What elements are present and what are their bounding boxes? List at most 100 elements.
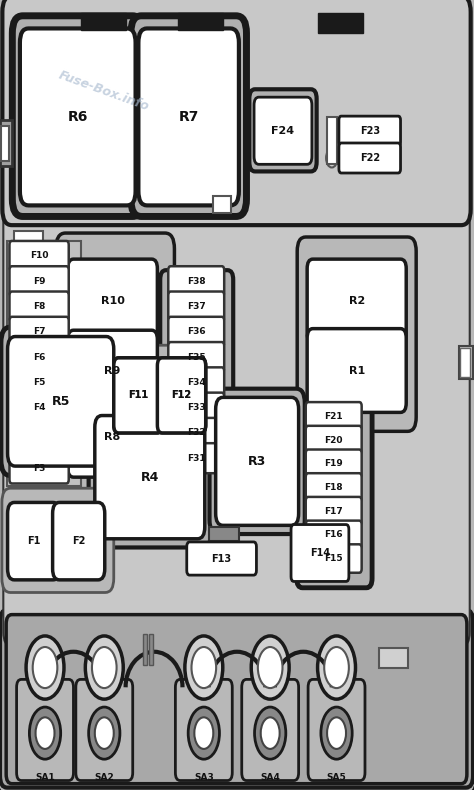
- Circle shape: [251, 636, 289, 699]
- FancyBboxPatch shape: [3, 0, 470, 646]
- Circle shape: [194, 717, 213, 749]
- Text: F20: F20: [324, 435, 343, 445]
- Circle shape: [188, 707, 219, 759]
- FancyBboxPatch shape: [114, 358, 162, 433]
- Text: R5: R5: [52, 395, 70, 408]
- FancyBboxPatch shape: [68, 330, 157, 411]
- Text: F12: F12: [172, 390, 191, 401]
- FancyBboxPatch shape: [9, 342, 69, 372]
- Bar: [149, 634, 153, 665]
- FancyBboxPatch shape: [306, 402, 362, 431]
- Circle shape: [33, 647, 57, 688]
- Text: R6: R6: [68, 110, 88, 124]
- Text: F37: F37: [187, 302, 206, 311]
- FancyBboxPatch shape: [12, 16, 143, 216]
- Circle shape: [185, 636, 223, 699]
- Text: R1: R1: [348, 366, 365, 375]
- Circle shape: [36, 717, 55, 749]
- FancyBboxPatch shape: [297, 403, 372, 588]
- Circle shape: [261, 717, 280, 749]
- Text: F6: F6: [33, 352, 46, 362]
- FancyBboxPatch shape: [254, 97, 312, 164]
- FancyBboxPatch shape: [12, 624, 461, 778]
- Bar: [327, 117, 337, 164]
- Circle shape: [92, 647, 117, 688]
- FancyBboxPatch shape: [89, 407, 211, 547]
- Text: SA2: SA2: [94, 773, 114, 781]
- Bar: [7, 241, 81, 486]
- Text: F17: F17: [324, 506, 343, 516]
- Text: F34: F34: [187, 378, 206, 387]
- FancyBboxPatch shape: [168, 393, 224, 423]
- FancyBboxPatch shape: [9, 241, 69, 271]
- FancyBboxPatch shape: [210, 389, 305, 534]
- Text: F24: F24: [272, 126, 294, 136]
- Text: F4: F4: [33, 403, 46, 412]
- Text: F10: F10: [30, 251, 48, 261]
- FancyBboxPatch shape: [1, 327, 120, 476]
- FancyBboxPatch shape: [95, 416, 205, 539]
- FancyBboxPatch shape: [2, 0, 471, 225]
- Text: F5: F5: [33, 378, 46, 387]
- Text: SA5: SA5: [327, 773, 346, 781]
- FancyBboxPatch shape: [2, 488, 114, 592]
- FancyBboxPatch shape: [339, 116, 401, 146]
- Bar: [460, 348, 470, 377]
- Circle shape: [191, 647, 216, 688]
- FancyBboxPatch shape: [9, 453, 69, 483]
- FancyBboxPatch shape: [138, 28, 239, 205]
- FancyBboxPatch shape: [8, 502, 60, 580]
- Text: F38: F38: [187, 276, 206, 286]
- FancyBboxPatch shape: [242, 679, 299, 781]
- Bar: [14, 231, 43, 248]
- Circle shape: [258, 647, 283, 688]
- FancyBboxPatch shape: [308, 679, 365, 781]
- Text: F16: F16: [324, 530, 343, 540]
- Text: F7: F7: [33, 327, 46, 337]
- FancyBboxPatch shape: [9, 367, 69, 397]
- Circle shape: [326, 149, 337, 167]
- Bar: [143, 634, 147, 665]
- FancyBboxPatch shape: [0, 610, 473, 788]
- FancyBboxPatch shape: [175, 679, 232, 781]
- Text: F11: F11: [128, 390, 148, 401]
- Circle shape: [324, 647, 349, 688]
- FancyBboxPatch shape: [339, 143, 401, 173]
- FancyBboxPatch shape: [76, 679, 133, 781]
- FancyBboxPatch shape: [306, 497, 362, 525]
- Circle shape: [29, 707, 61, 759]
- Text: F19: F19: [324, 459, 343, 468]
- FancyBboxPatch shape: [187, 542, 256, 575]
- Text: R10: R10: [100, 296, 125, 306]
- Text: SA4: SA4: [260, 773, 280, 781]
- FancyBboxPatch shape: [157, 358, 206, 433]
- Circle shape: [255, 707, 286, 759]
- FancyBboxPatch shape: [131, 16, 246, 216]
- Circle shape: [95, 717, 114, 749]
- Circle shape: [327, 717, 346, 749]
- Text: F2: F2: [72, 536, 85, 546]
- Text: R8: R8: [104, 432, 121, 442]
- Circle shape: [89, 707, 120, 759]
- Bar: [1, 126, 9, 161]
- FancyBboxPatch shape: [114, 358, 162, 433]
- FancyBboxPatch shape: [160, 270, 233, 487]
- Bar: [81, 13, 126, 30]
- FancyBboxPatch shape: [168, 443, 224, 473]
- FancyBboxPatch shape: [306, 426, 362, 454]
- FancyBboxPatch shape: [168, 367, 224, 397]
- Text: F12: F12: [172, 390, 191, 401]
- Bar: [318, 13, 363, 33]
- Bar: [178, 13, 223, 30]
- FancyBboxPatch shape: [17, 679, 73, 781]
- Text: F36: F36: [187, 327, 206, 337]
- Bar: [213, 196, 231, 213]
- Bar: [209, 527, 239, 541]
- Text: F21: F21: [324, 412, 343, 421]
- Text: F32: F32: [187, 428, 206, 438]
- FancyBboxPatch shape: [168, 317, 224, 347]
- FancyBboxPatch shape: [56, 233, 174, 498]
- FancyBboxPatch shape: [68, 397, 157, 477]
- Text: F23: F23: [360, 126, 380, 136]
- Text: F35: F35: [187, 352, 206, 362]
